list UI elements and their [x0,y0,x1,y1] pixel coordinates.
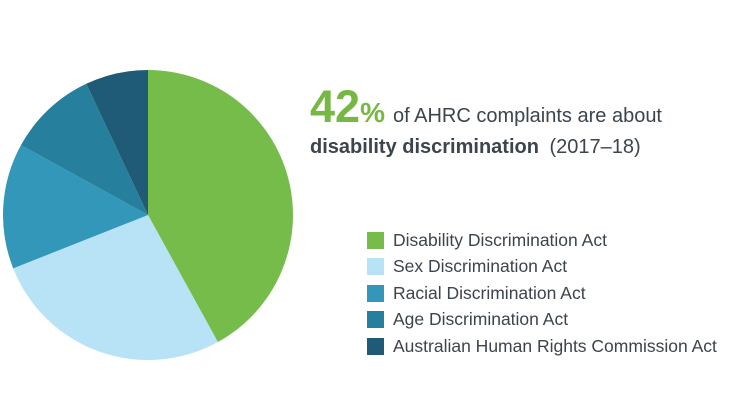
pie-chart-svg [3,70,293,360]
legend-swatch-icon [367,311,384,329]
headline-bold-phrase: disability discrimination [310,136,539,158]
pie-slice-racial-discrimination-act [3,145,148,269]
legend: Disability Discrimination Act Sex Discrim… [367,227,717,360]
legend-swatch-icon [367,258,384,276]
headline-text: of AHRC complaints are about [392,105,662,127]
legend-item: Age Discrimination Act [367,307,717,334]
legend-label: Australian Human Rights Commission Act [393,335,717,356]
legend-item: Sex Discrimination Act [367,254,717,281]
legend-item: Australian Human Rights Commission Act [367,333,717,360]
headline: 42 % of AHRC complaints are about disabi… [310,84,730,159]
legend-label: Disability Discrimination Act [393,229,607,250]
pie-slice-age-discrimination-act [20,83,148,215]
pie-slice-disability-discrimination-act [148,70,293,343]
pie-slice-sex-discrimination-act [13,215,218,360]
headline-year-range: (2017–18) [549,136,641,158]
legend-swatch-icon [367,284,384,302]
stat-value: 42 [310,81,361,132]
legend-swatch-icon [367,231,384,249]
legend-item: Disability Discrimination Act [367,227,717,254]
stat-percent-sign: % [360,97,385,128]
legend-label: Racial Discrimination Act [393,282,586,303]
legend-item: Racial Discrimination Act [367,280,717,307]
headline-line2: disability discrimination (2017–18) [310,136,730,159]
legend-label: Sex Discrimination Act [393,256,568,277]
legend-label: Age Discrimination Act [393,309,569,330]
headline-line1: 42 % of AHRC complaints are about [310,84,730,129]
pie-chart [3,70,293,360]
pie-slice-australian-human-rights-commission-act [86,70,148,215]
legend-swatch-icon [367,337,384,355]
